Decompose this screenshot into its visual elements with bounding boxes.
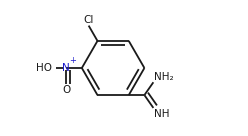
Text: Cl: Cl: [84, 15, 94, 24]
Text: O: O: [62, 85, 70, 95]
Text: NH: NH: [154, 109, 170, 119]
Text: +: +: [69, 56, 76, 65]
Text: NH₂: NH₂: [154, 72, 174, 82]
Text: N: N: [62, 63, 70, 73]
Text: HO: HO: [36, 63, 52, 73]
